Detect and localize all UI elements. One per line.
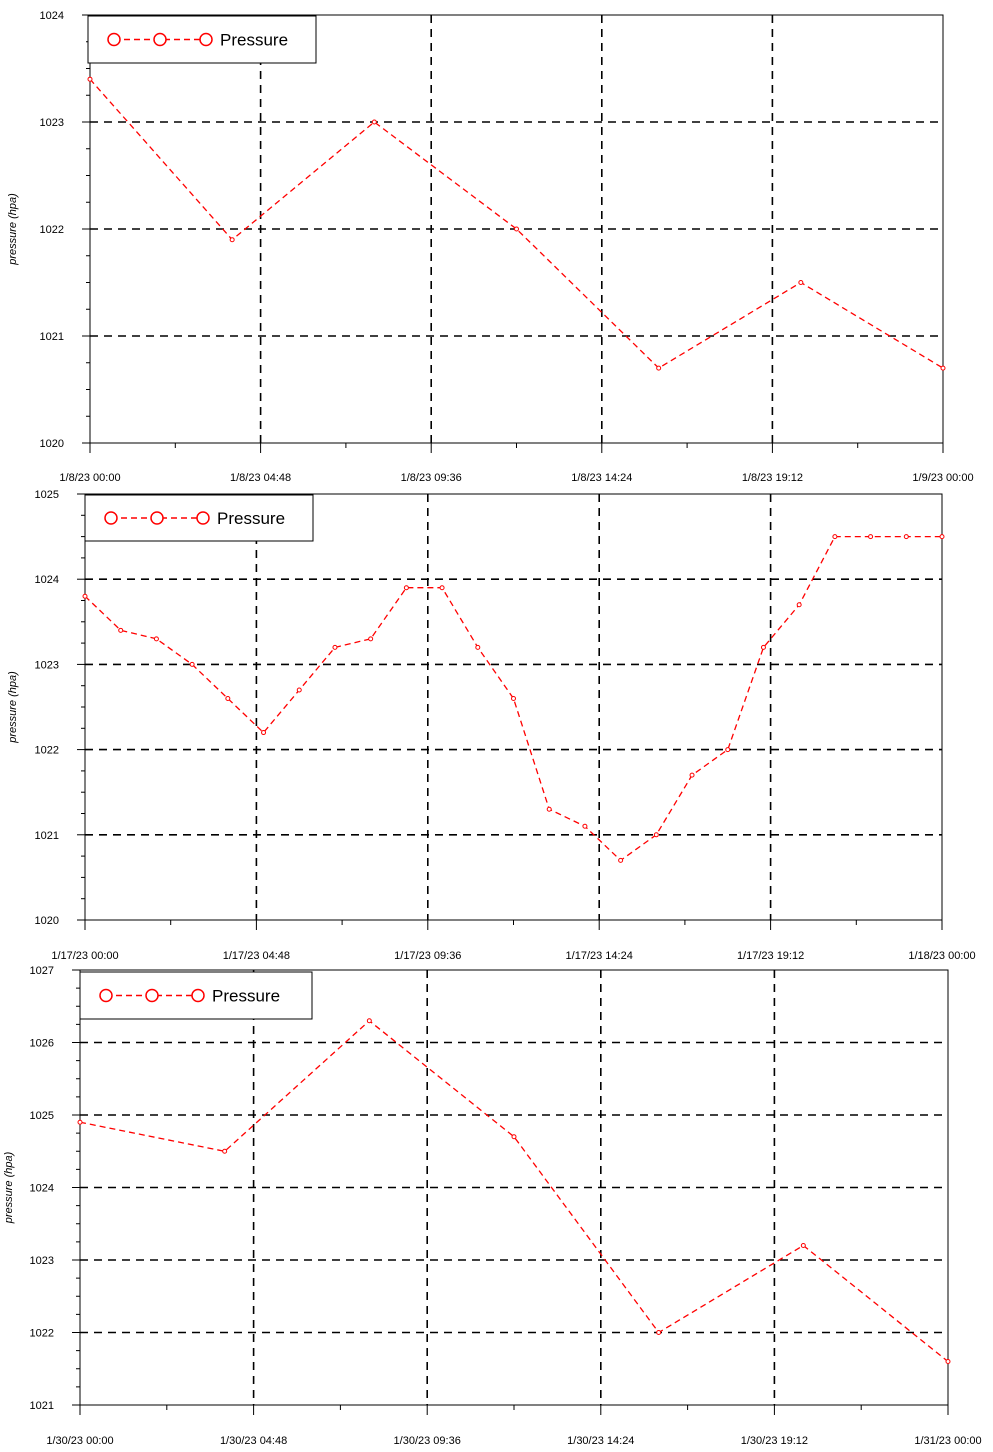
y-tick-label: 1022 bbox=[35, 745, 59, 757]
legend: Pressure bbox=[84, 494, 314, 542]
x-tick-label: 1/8/23 14:24 bbox=[571, 472, 632, 484]
data-point bbox=[82, 593, 88, 599]
legend-marker bbox=[153, 32, 167, 47]
data-point bbox=[153, 636, 159, 642]
legend-label: Pressure bbox=[220, 31, 288, 50]
x-tick-label: 1/17/23 14:24 bbox=[566, 950, 633, 962]
data-point bbox=[77, 1119, 83, 1125]
data-point bbox=[511, 1134, 517, 1140]
data-point bbox=[796, 602, 802, 608]
y-axis-label: pressure (hpa) bbox=[3, 1151, 15, 1224]
data-point bbox=[945, 1359, 951, 1364]
legend-marker bbox=[99, 988, 113, 1003]
plot-frame bbox=[84, 493, 943, 921]
data-point bbox=[760, 644, 766, 650]
data-point bbox=[225, 695, 231, 701]
x-tick-label: 1/9/23 00:00 bbox=[912, 472, 973, 484]
data-point bbox=[656, 365, 662, 371]
data-point bbox=[832, 534, 838, 540]
data-point bbox=[475, 644, 481, 650]
data-point bbox=[546, 806, 552, 812]
data-point bbox=[582, 823, 588, 829]
y-tick-label: 1024 bbox=[40, 10, 64, 22]
x-tick-label: 1/30/23 09:36 bbox=[394, 1435, 461, 1447]
series-line bbox=[79, 1019, 949, 1363]
data-point bbox=[229, 237, 235, 243]
x-tick-label: 1/8/23 19:12 bbox=[742, 472, 803, 484]
x-tick-label: 1/18/23 00:00 bbox=[908, 950, 975, 962]
data-point bbox=[439, 585, 445, 591]
x-tick-label: 1/17/23 19:12 bbox=[737, 950, 804, 962]
legend-marker bbox=[196, 511, 210, 525]
data-point bbox=[656, 1330, 662, 1335]
x-tick-label: 1/17/23 00:00 bbox=[51, 950, 118, 962]
data-point bbox=[940, 365, 946, 371]
y-tick-label: 1027 bbox=[30, 965, 54, 977]
y-tick-label: 1025 bbox=[30, 1110, 54, 1122]
y-tick-label: 1021 bbox=[40, 331, 64, 343]
x-tick-label: 1/31/23 00:00 bbox=[914, 1435, 981, 1447]
data-point bbox=[514, 226, 519, 232]
y-tick-label: 1024 bbox=[35, 574, 59, 586]
legend-marker bbox=[104, 511, 118, 525]
y-tick-label: 1021 bbox=[30, 1400, 54, 1412]
y-axis-label: pressure (hpa) bbox=[7, 671, 19, 744]
chart-2: 1020 1021 1022 1023 1024 1025 1/17/23 00:00 1/1… bbox=[7, 489, 976, 962]
data-point bbox=[798, 280, 804, 285]
legend-marker bbox=[107, 32, 121, 47]
data-point bbox=[332, 644, 338, 650]
y-tick-label: 1022 bbox=[30, 1328, 54, 1340]
chart-1: 1020 1021 1022 1023 1024 1/8/23 00:00 1/8/23 0… bbox=[7, 10, 974, 484]
y-tick-label: 1022 bbox=[40, 224, 64, 236]
data-point bbox=[368, 636, 374, 642]
x-tick-label: 1/17/23 09:36 bbox=[394, 950, 461, 962]
data-point bbox=[725, 747, 731, 753]
legend-label: Pressure bbox=[217, 509, 285, 528]
x-tick-label: 1/30/23 14:24 bbox=[567, 1435, 634, 1447]
y-tick-label: 1023 bbox=[40, 117, 64, 129]
data-point bbox=[371, 119, 377, 125]
data-point bbox=[618, 857, 624, 863]
data-point bbox=[689, 772, 695, 778]
x-tick-label: 1/30/23 19:12 bbox=[741, 1435, 808, 1447]
data-point bbox=[903, 534, 909, 540]
legend: Pressure bbox=[87, 15, 317, 64]
y-tick-label: 1021 bbox=[35, 830, 59, 842]
y-tick-label: 1026 bbox=[30, 1038, 54, 1050]
x-tick-label: 1/8/23 09:36 bbox=[401, 472, 462, 484]
legend-label: Pressure bbox=[212, 987, 280, 1006]
data-point bbox=[222, 1148, 228, 1154]
x-tick-label: 1/30/23 04:48 bbox=[220, 1435, 287, 1447]
y-tick-label: 1024 bbox=[30, 1183, 54, 1195]
y-tick-label: 1023 bbox=[35, 659, 59, 671]
data-point bbox=[296, 687, 302, 693]
y-tick-label: 1020 bbox=[40, 438, 64, 450]
y-tick-label: 1025 bbox=[35, 489, 59, 501]
data-point bbox=[118, 627, 124, 633]
legend: Pressure bbox=[79, 971, 313, 1020]
legend-marker bbox=[150, 511, 164, 525]
data-point bbox=[868, 534, 874, 540]
data-point bbox=[653, 832, 659, 838]
data-point bbox=[261, 730, 267, 736]
y-tick-label: 1020 bbox=[35, 915, 59, 927]
y-tick-label: 1023 bbox=[30, 1255, 54, 1267]
data-point bbox=[403, 585, 409, 591]
legend-marker bbox=[199, 32, 213, 47]
x-tick-label: 1/8/23 00:00 bbox=[59, 472, 120, 484]
x-tick-label: 1/8/23 04:48 bbox=[230, 472, 291, 484]
legend-marker bbox=[145, 988, 159, 1003]
x-tick-label: 1/17/23 04:48 bbox=[223, 950, 290, 962]
legend-marker bbox=[191, 988, 205, 1003]
data-point bbox=[366, 1018, 372, 1024]
x-tick-label: 1/30/23 00:00 bbox=[46, 1435, 113, 1447]
data-point bbox=[87, 76, 93, 82]
data-point bbox=[511, 695, 516, 701]
data-point bbox=[800, 1243, 806, 1248]
data-point bbox=[189, 661, 195, 667]
chart-3: 1021 1022 1023 1024 1025 1026 1027 1/30/23 00:0… bbox=[3, 965, 982, 1447]
y-axis-label: pressure (hpa) bbox=[7, 193, 19, 266]
data-point bbox=[939, 534, 945, 540]
